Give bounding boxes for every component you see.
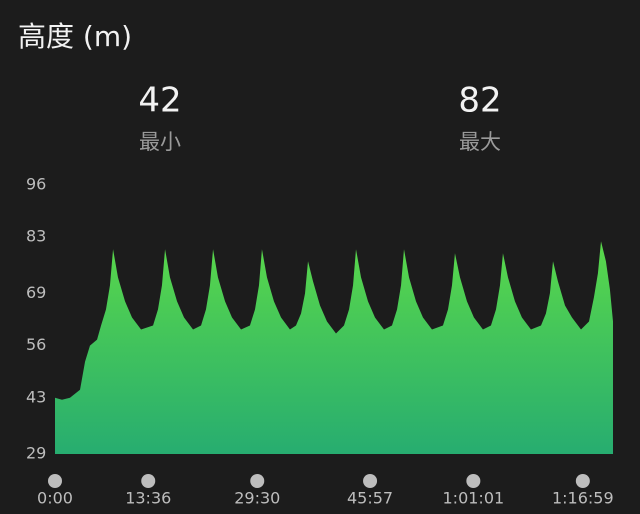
y-tick-label: 96 [26, 175, 46, 194]
x-tick-dot [250, 474, 265, 488]
stat-value: 42 [138, 81, 181, 121]
x-tick-label: 29:30 [234, 489, 280, 508]
y-tick-label: 83 [26, 227, 46, 246]
x-tick-label: 1:16:59 [552, 489, 614, 508]
stat-label: 最大 [459, 130, 501, 154]
y-tick-label: 56 [26, 335, 46, 354]
area [55, 241, 613, 454]
x-tick-dot [48, 474, 62, 488]
x-tick-dot [363, 474, 378, 488]
stat-value: 82 [458, 81, 501, 121]
x-tick-label: 13:36 [125, 489, 171, 508]
x-tick-dot [466, 474, 481, 488]
y-tick-label: 43 [26, 387, 46, 406]
x-tick-label: 0:00 [37, 489, 73, 508]
x-tick-label: 45:57 [347, 489, 393, 508]
x-tick-dot [141, 474, 156, 488]
y-tick-label: 29 [26, 444, 46, 463]
y-tick-label: 69 [26, 283, 46, 302]
stat-label: 最小 [139, 130, 181, 154]
chart-title: 高度 (m) [18, 20, 132, 53]
x-tick-label: 1:01:01 [443, 489, 505, 508]
x-tick-dot [575, 474, 590, 488]
